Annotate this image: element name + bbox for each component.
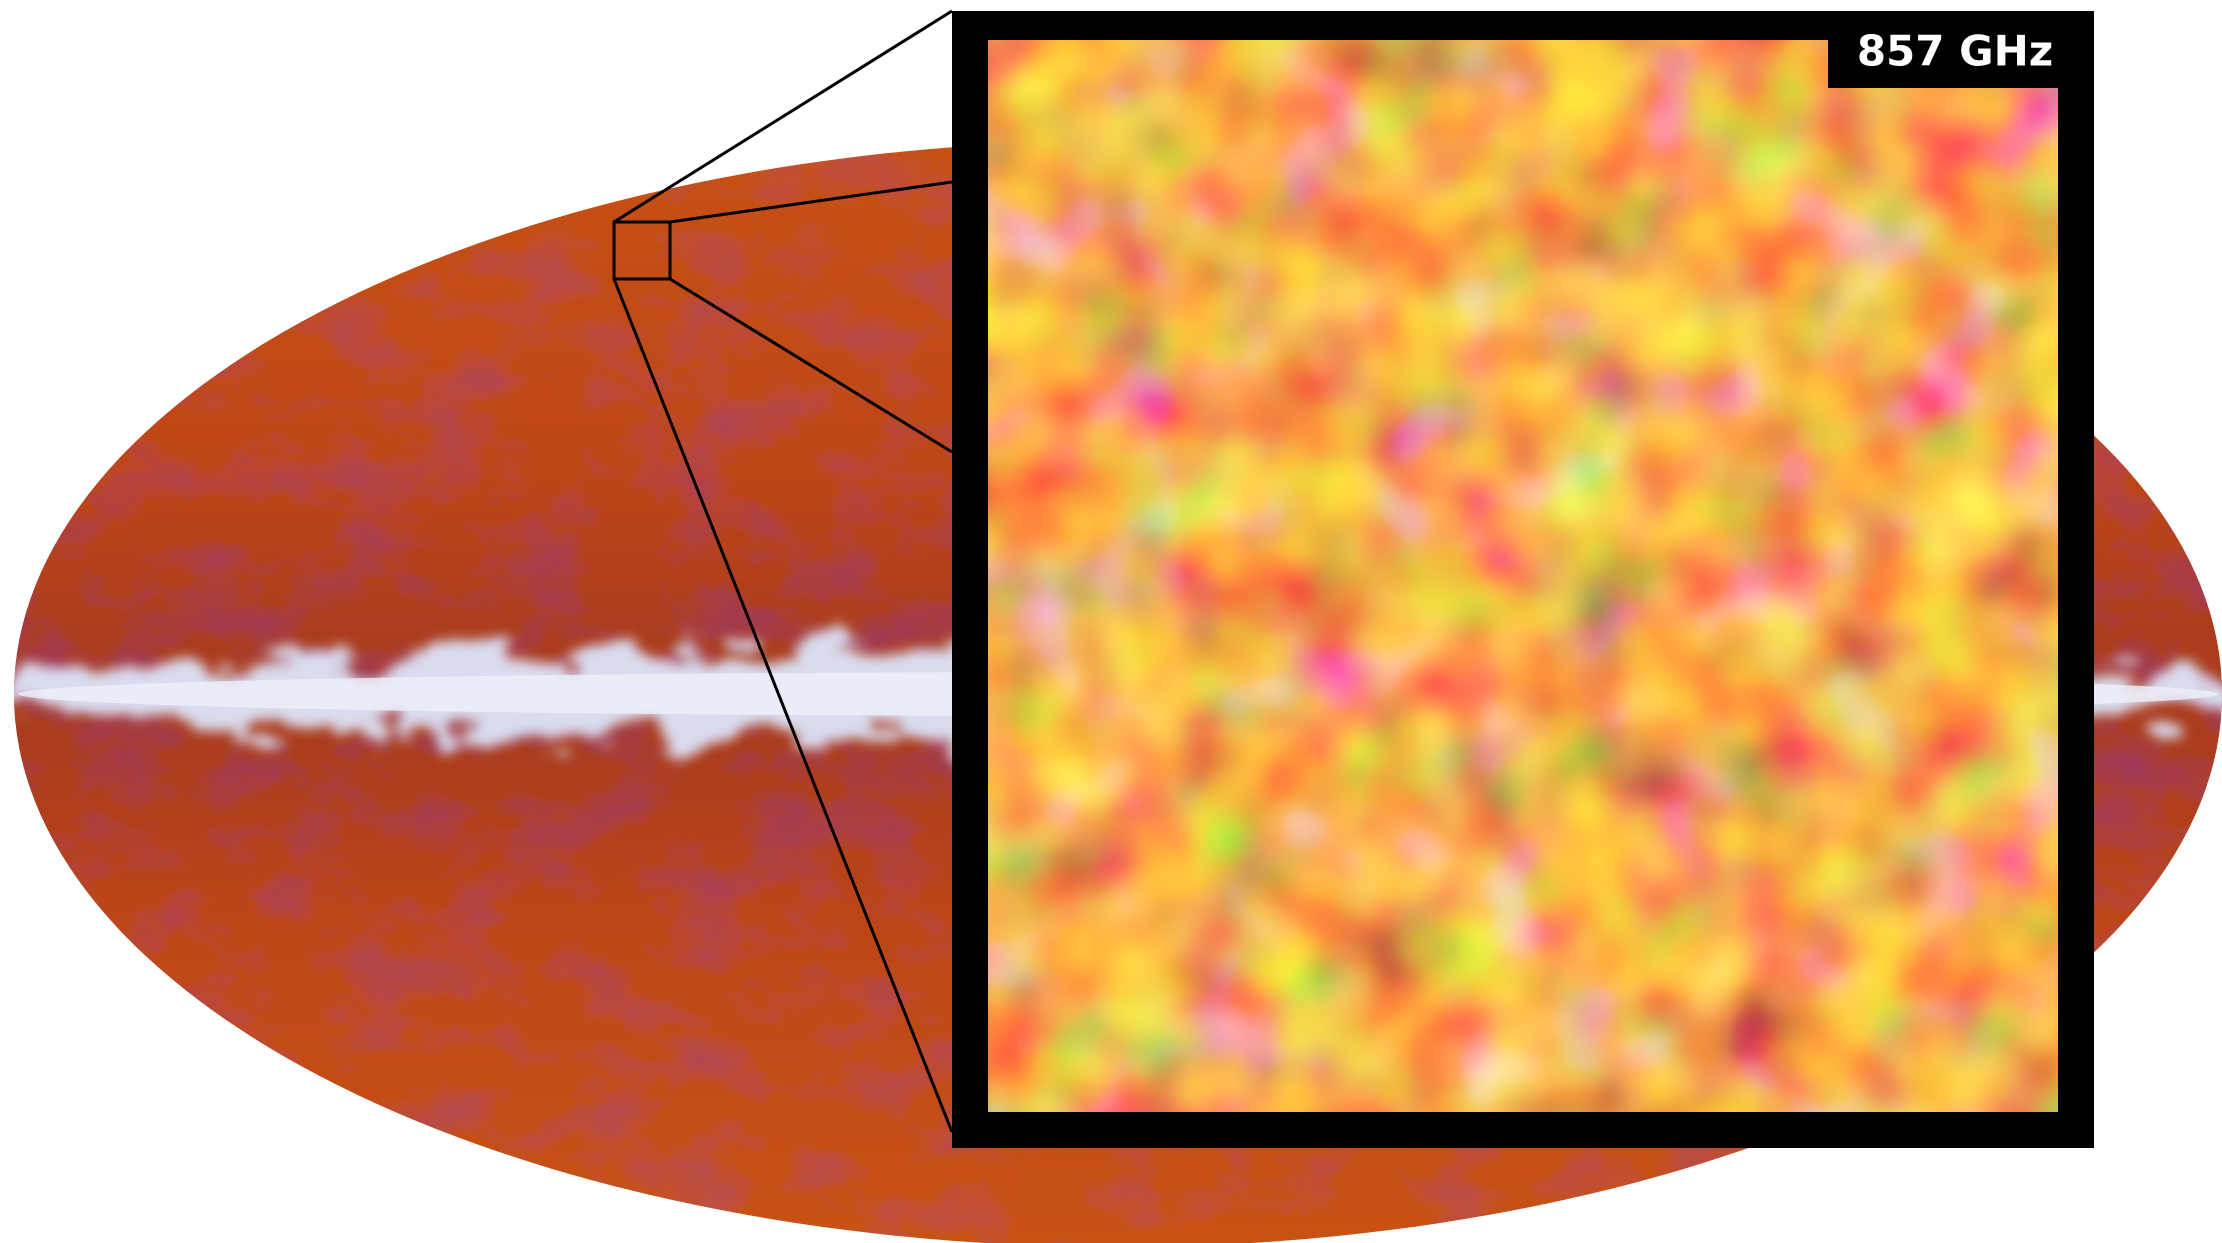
zoom-region bbox=[612, 220, 672, 281]
zoom-lines bbox=[612, 9, 954, 1133]
inset-image bbox=[988, 40, 2058, 1112]
frequency-label: 857 GHz bbox=[1857, 27, 2053, 76]
label-box bbox=[1828, 17, 2083, 88]
